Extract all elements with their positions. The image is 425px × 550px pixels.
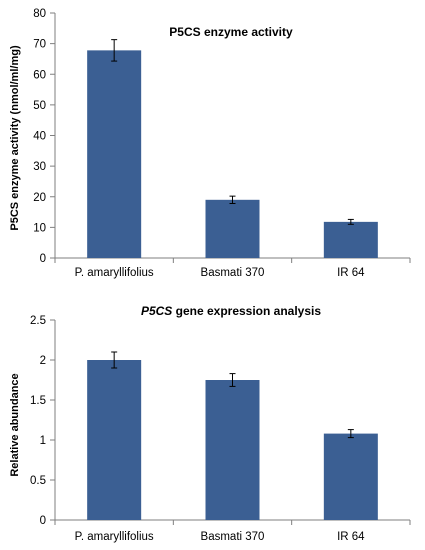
y-tick-label: 20 — [33, 192, 46, 204]
y-tick-label: 10 — [33, 222, 46, 234]
y-axis-title: Relative abundance — [9, 373, 21, 476]
bar — [205, 380, 260, 520]
bar — [87, 50, 142, 258]
y-tick-label: 50 — [33, 100, 46, 112]
y-tick-label: 0 — [40, 515, 46, 527]
y-tick-label: 1.5 — [30, 395, 46, 407]
y-axis-title: P5CS enzyme activity (nmol/ml/mg) — [9, 45, 21, 231]
chart-title-rest: gene expression analysis — [172, 304, 321, 318]
enzyme-activity-chart: P5CS enzyme activity P5CS enzyme activit… — [9, 8, 411, 279]
x-tick-label: IR 64 — [337, 267, 365, 279]
x-tick-label: Basmati 370 — [201, 267, 265, 279]
y-tick-label: 0.5 — [30, 475, 46, 487]
bar — [323, 221, 378, 258]
y-tick-label: 0 — [40, 253, 46, 265]
x-tick-label: P. amaryllifolius — [75, 267, 154, 279]
bar — [323, 433, 378, 520]
gene-expression-chart: P5CS gene expression analysis Relative a… — [9, 304, 411, 543]
chart-title-italic: P5CS — [141, 304, 172, 318]
y-tick-label: 2.5 — [30, 315, 46, 327]
chart-title: P5CS enzyme activity — [169, 25, 293, 39]
y-tick-label: 1 — [40, 435, 46, 447]
x-tick-label: P. amaryllifolius — [75, 531, 154, 543]
chart-title: P5CS gene expression analysis — [141, 304, 321, 318]
x-tick-label: Basmati 370 — [201, 531, 265, 543]
y-tick-label: 60 — [33, 69, 46, 81]
bar — [205, 199, 260, 258]
x-tick-label: IR 64 — [337, 531, 365, 543]
y-tick-label: 80 — [33, 8, 46, 20]
y-tick-label: 30 — [33, 161, 46, 173]
y-tick-label: 40 — [33, 131, 46, 143]
y-tick-label: 2 — [40, 355, 46, 367]
y-tick-label: 70 — [33, 39, 46, 51]
bar — [87, 360, 142, 520]
